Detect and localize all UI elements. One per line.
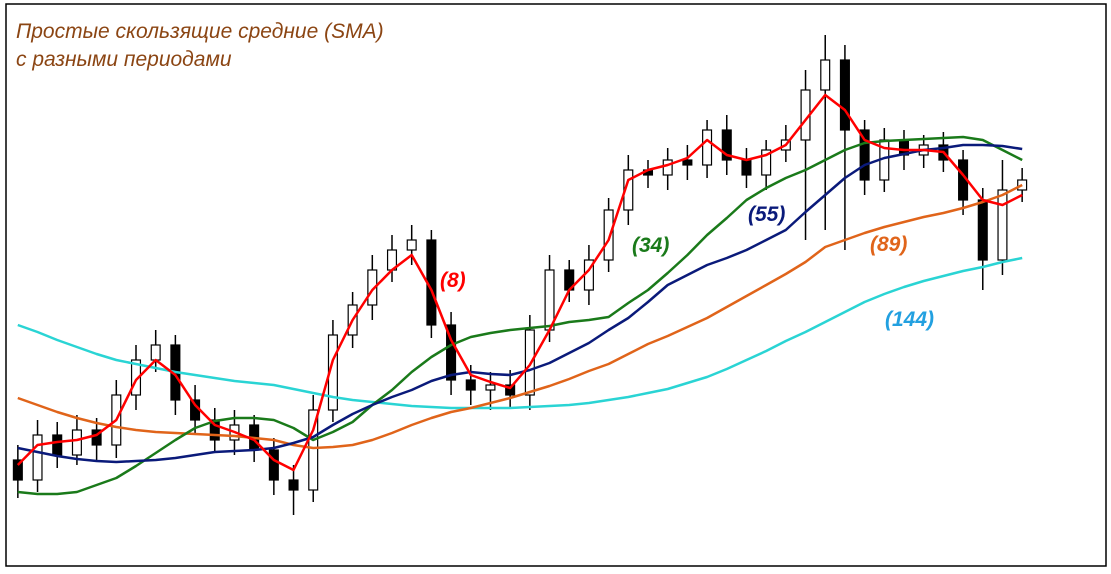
candle-body — [91, 429, 102, 446]
candle-body — [702, 129, 713, 166]
candle-body — [761, 149, 772, 176]
candle-body — [71, 429, 82, 456]
series-label: (55) — [748, 203, 785, 226]
candle-body — [406, 239, 417, 251]
sma-line — [17, 135, 1023, 496]
series-label: (89) — [870, 233, 907, 256]
candle-body — [485, 384, 496, 391]
candle-body — [288, 479, 299, 491]
sma-line — [17, 143, 1023, 464]
candle-body — [721, 129, 732, 161]
candle-body — [446, 324, 457, 381]
plot-area — [12, 35, 1028, 515]
candle-body — [150, 344, 161, 361]
sma-line — [16, 93, 1023, 472]
candle-body — [603, 209, 614, 261]
candle-body — [12, 459, 23, 481]
series-label: (144) — [885, 308, 934, 331]
candle-body — [367, 269, 378, 306]
candle-body — [859, 129, 870, 181]
series-label: (8) — [440, 269, 466, 292]
chart-title: с разными периодами — [16, 48, 232, 71]
candle-body — [741, 159, 752, 176]
candle-body — [977, 199, 988, 261]
series-label: (34) — [632, 234, 669, 257]
candle-body — [662, 159, 673, 176]
candle-body — [465, 379, 476, 391]
candle-body — [820, 59, 831, 91]
candle-body — [997, 189, 1008, 261]
candle-body — [32, 434, 43, 481]
candle-body — [839, 59, 850, 131]
candle-body — [505, 384, 516, 396]
sma-line — [17, 256, 1023, 410]
candle-body — [308, 409, 319, 491]
candle-body — [52, 434, 63, 456]
candle-body — [682, 159, 693, 166]
chart-frame — [5, 3, 1107, 567]
candle-body — [268, 449, 279, 481]
candle-body — [130, 359, 142, 396]
chart-title: Простые скользящие средние (SMA) — [16, 20, 384, 43]
